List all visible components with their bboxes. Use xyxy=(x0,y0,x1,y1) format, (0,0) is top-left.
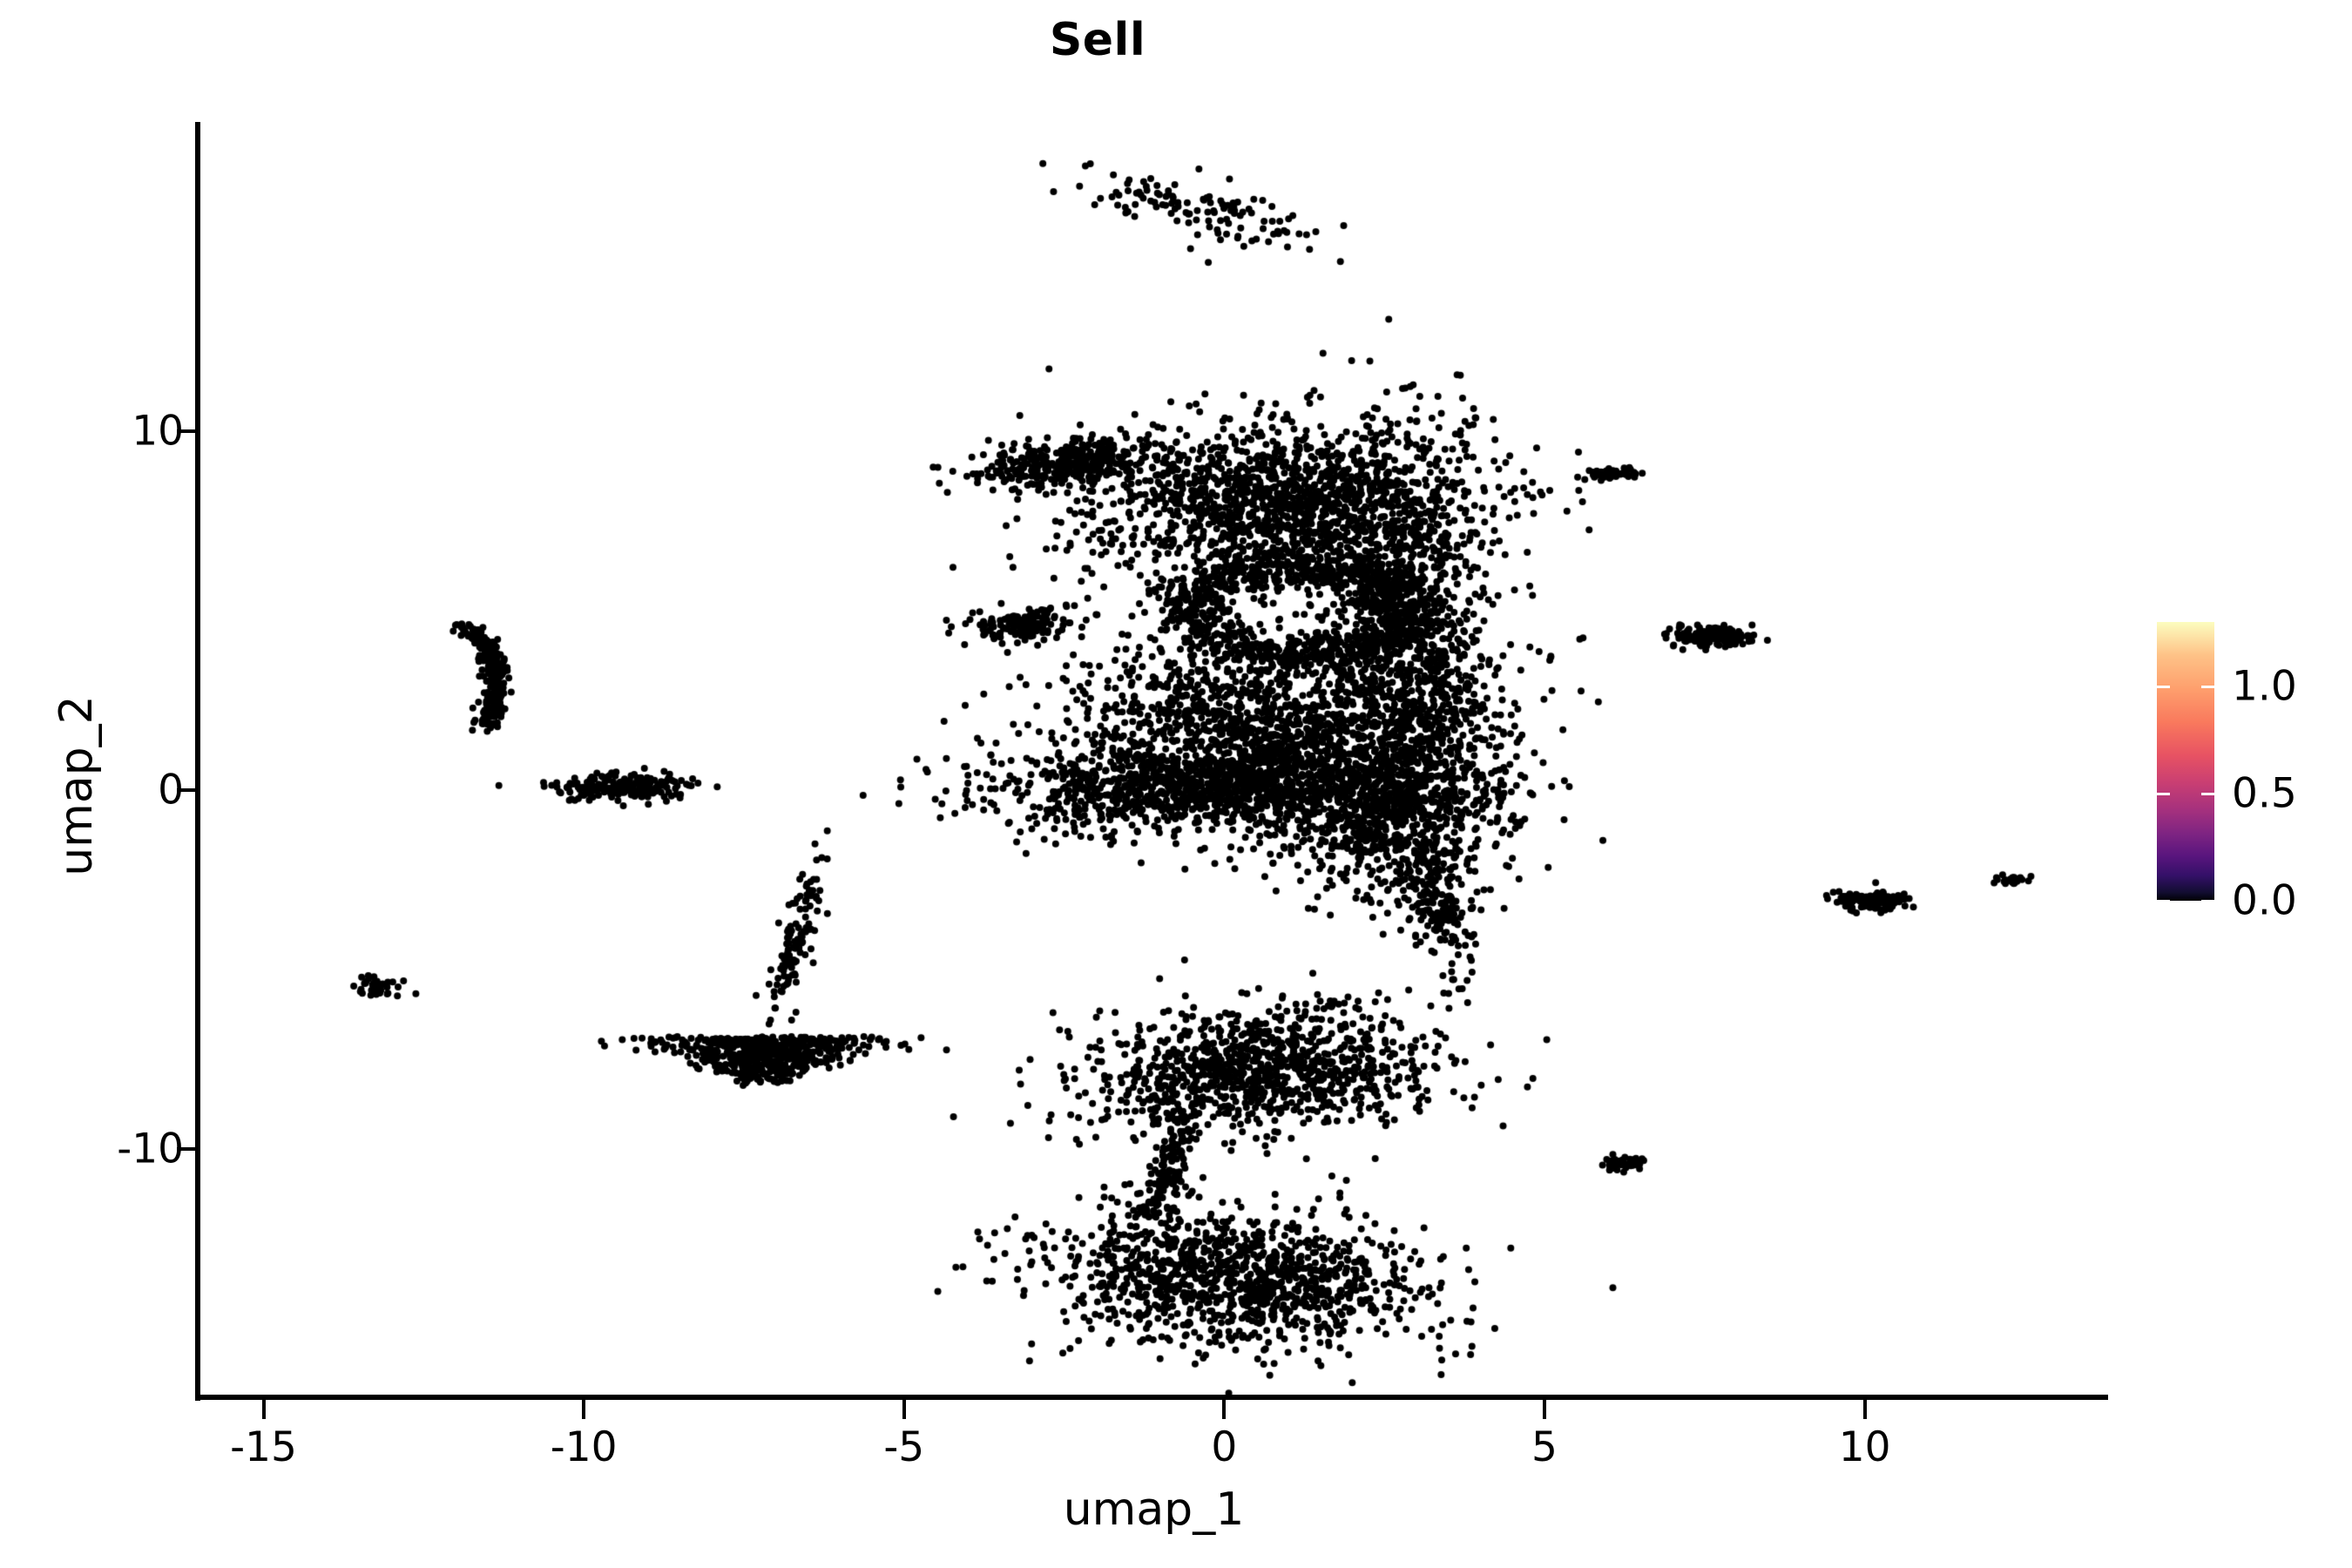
y-tick-mark xyxy=(177,429,196,433)
x-tick-label: 5 xyxy=(1531,1423,1558,1471)
y-axis-label: umap_2 xyxy=(51,695,103,876)
y-tick-mark xyxy=(177,1147,196,1152)
y-tick-label: -10 xyxy=(117,1125,184,1173)
x-tick-mark xyxy=(1222,1400,1227,1419)
colorbar-tick-mark xyxy=(2157,792,2214,795)
x-tick-mark xyxy=(261,1400,266,1419)
page-title: Sell xyxy=(1049,14,1146,66)
colorbar[interactable]: 0.0 0.5 1.0 xyxy=(2157,622,2349,925)
x-tick-mark xyxy=(1862,1400,1867,1419)
colorbar-tick-mark xyxy=(2157,900,2214,902)
colorbar-tick-label: 0.0 xyxy=(2232,876,2297,925)
colorbar-gradient xyxy=(2157,622,2214,901)
scatter-plot-area xyxy=(199,122,2108,1397)
x-tick-label: 10 xyxy=(1838,1423,1891,1471)
y-tick-mark xyxy=(177,788,196,793)
x-axis-spine xyxy=(195,1395,2108,1400)
colorbar-tick-label: 1.0 xyxy=(2232,662,2297,711)
colorbar-tick-mark xyxy=(2157,685,2214,688)
scatter-points-layer xyxy=(199,122,2108,1397)
x-tick-mark xyxy=(902,1400,906,1419)
x-tick-label: -15 xyxy=(230,1423,297,1471)
y-tick-label: 10 xyxy=(132,407,184,456)
x-axis-label: umap_1 xyxy=(1063,1484,1245,1536)
y-tick-label: 0 xyxy=(158,766,184,814)
y-axis-spine xyxy=(195,122,200,1401)
x-tick-label: -10 xyxy=(550,1423,618,1471)
x-tick-label: -5 xyxy=(883,1423,925,1471)
x-tick-label: 0 xyxy=(1211,1423,1238,1471)
x-tick-mark xyxy=(1542,1400,1546,1419)
colorbar-tick-label: 0.5 xyxy=(2232,769,2297,818)
x-tick-mark xyxy=(582,1400,586,1419)
